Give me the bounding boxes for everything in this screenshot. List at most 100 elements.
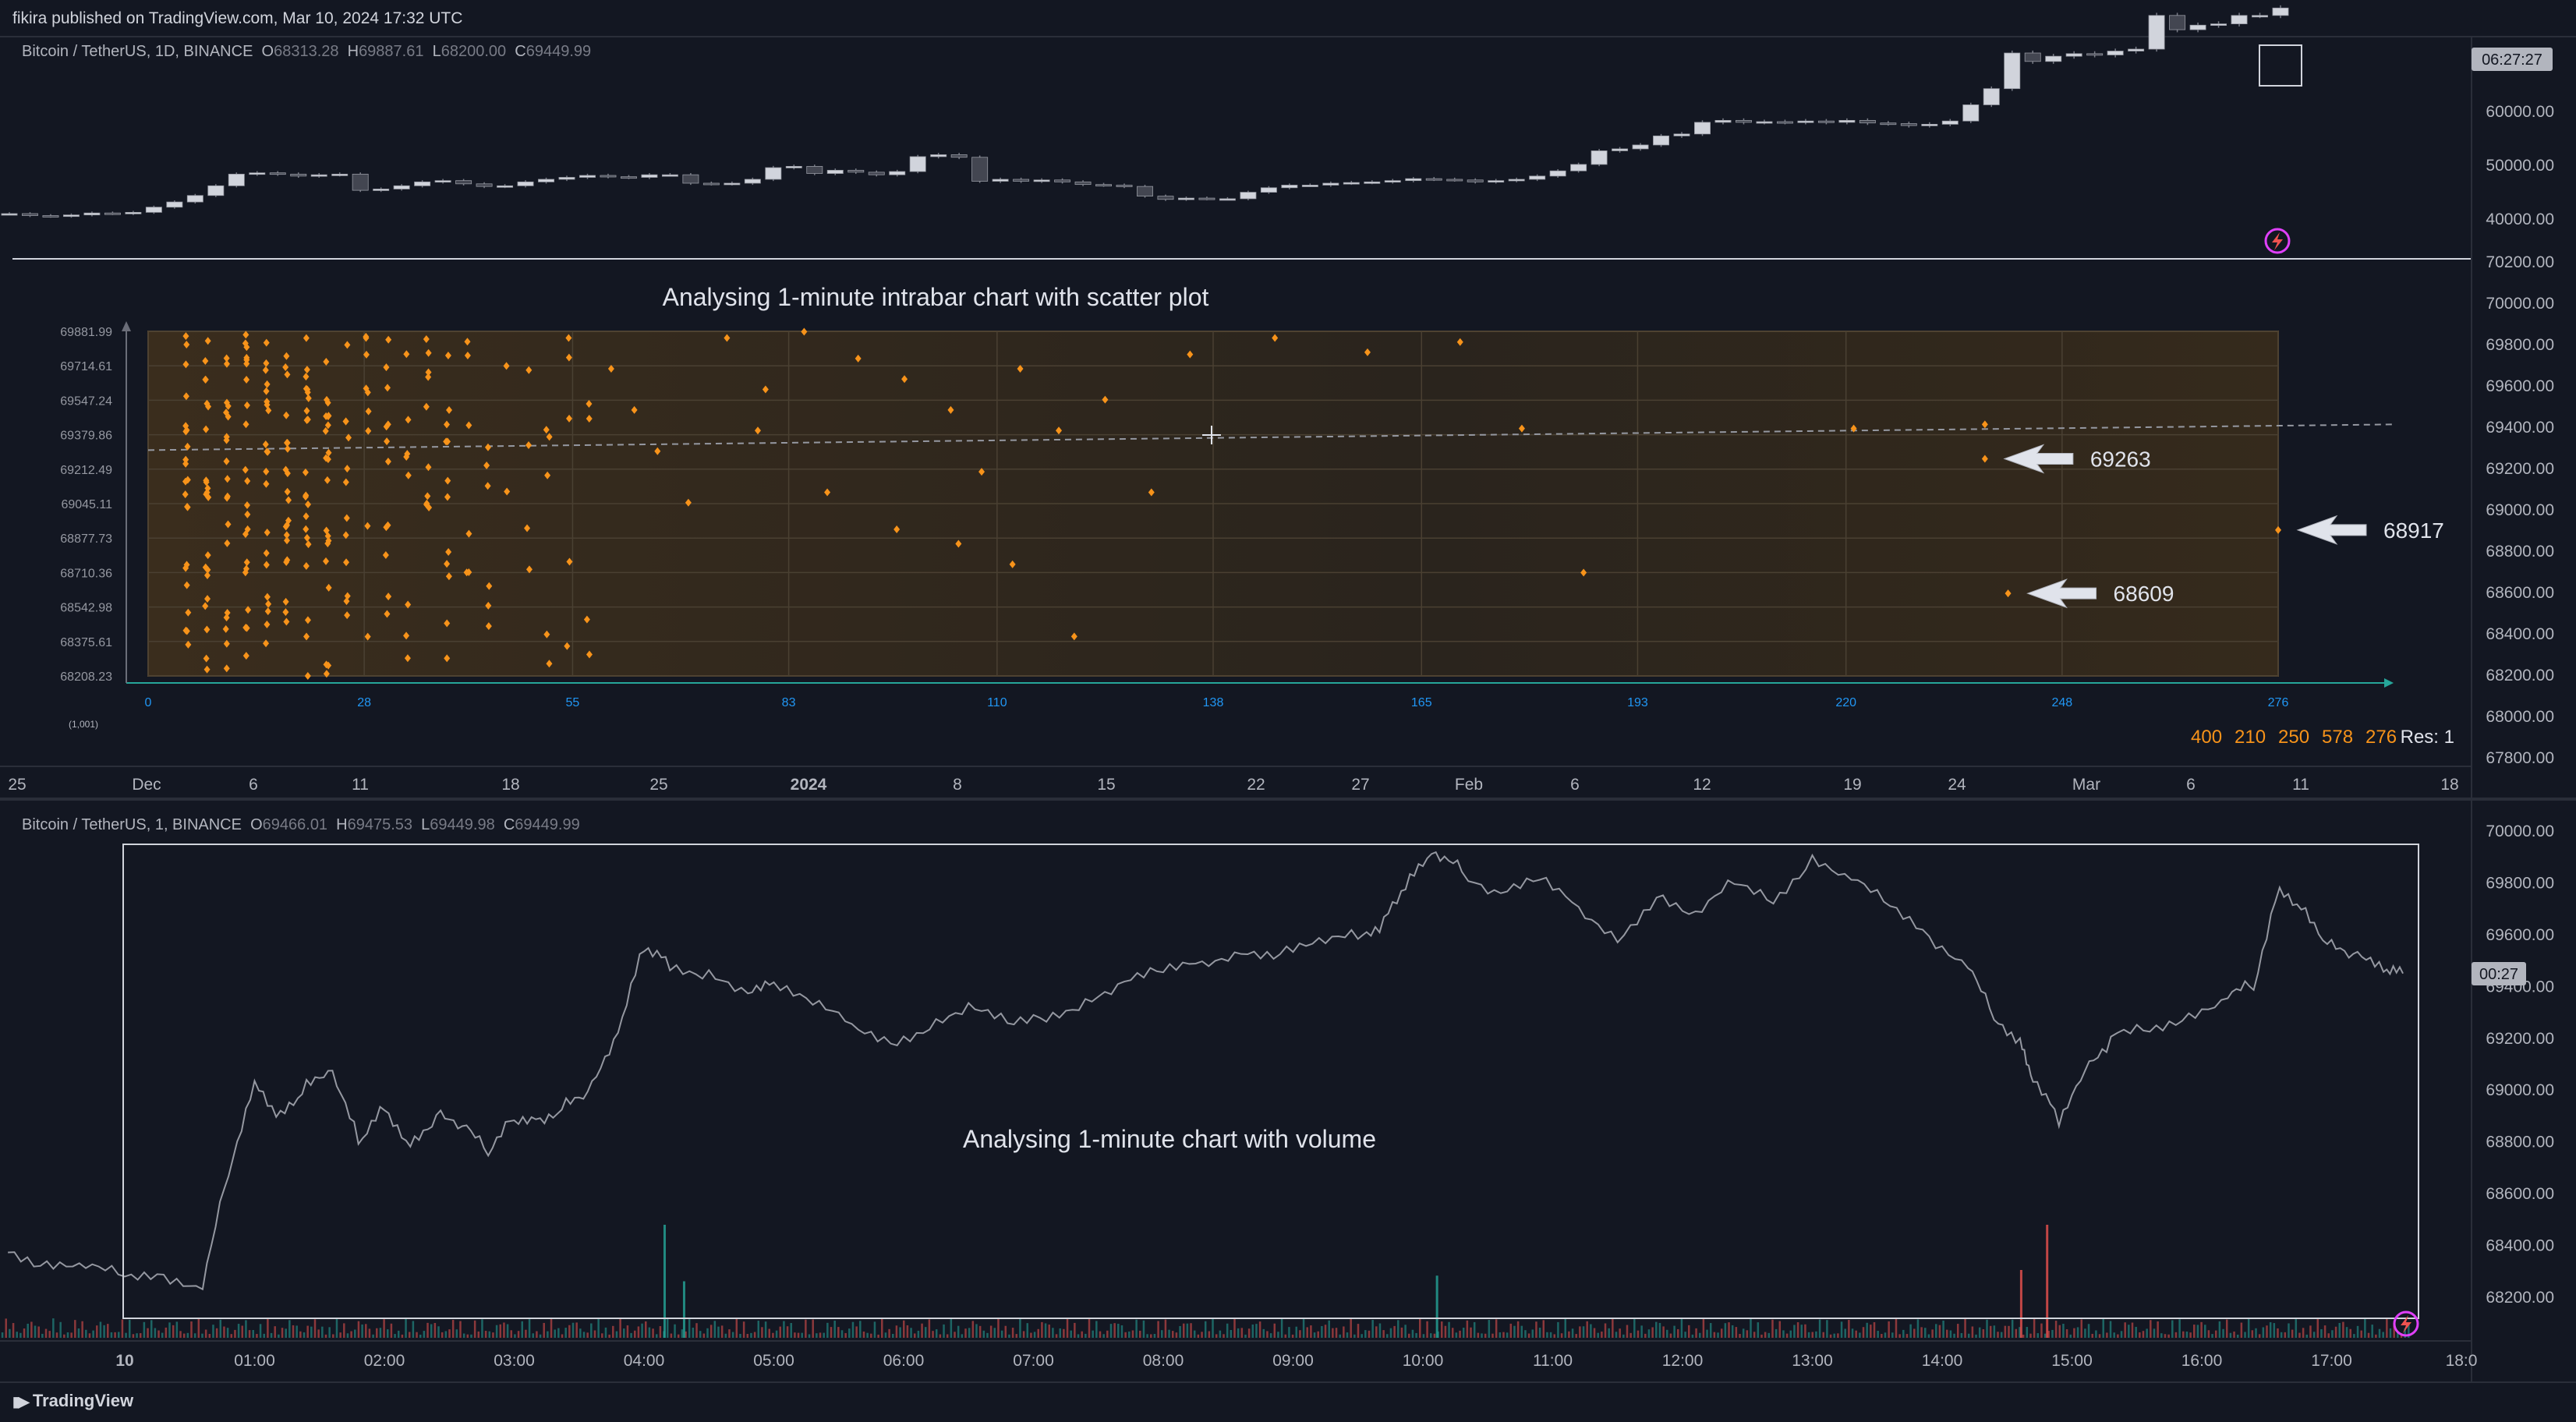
- daily-time-axis[interactable]: 25 Dec 6 11 18 25 2024 8 15 22 27 Feb 6 12 19 24 Mar 6 11 1…: [8, 776, 2458, 794]
- volume-bar: [739, 1333, 741, 1338]
- volume-bar: [1891, 1332, 1894, 1338]
- volume-bar: [451, 1319, 455, 1338]
- scatter-trend-line: [147, 423, 2396, 451]
- volume-bar: [182, 1333, 186, 1338]
- volume-bar: [1499, 1332, 1502, 1338]
- minute-time-tick-label: 16:00: [2181, 1352, 2223, 1370]
- volume-bar: [437, 1326, 440, 1338]
- volume-bar: [1590, 1324, 1592, 1338]
- volume-bar: [1728, 1322, 1730, 1338]
- volume-bar: [1506, 1332, 1509, 1338]
- volume-bar: [55, 1332, 58, 1338]
- volume-bar: [794, 1332, 796, 1338]
- volume-bar: [1557, 1321, 1559, 1338]
- volume-bar: [506, 1324, 509, 1338]
- volume-bar: [1829, 1334, 1832, 1338]
- minute-symbol: Bitcoin / TetherUS, 1, BINANCE: [22, 816, 242, 833]
- volume-bar: [1455, 1332, 1458, 1338]
- scatter-point: [324, 398, 331, 407]
- volume-bar: [1055, 1334, 1058, 1338]
- minute-price-tick-label: 68200.00: [2486, 1289, 2554, 1307]
- volume-bar: [536, 1331, 538, 1338]
- scatter-point: [185, 608, 192, 617]
- price-tick-label: 69800.00: [2486, 336, 2554, 354]
- volume-bar: [1811, 1332, 1814, 1338]
- volume-bar: [1343, 1326, 1345, 1338]
- volume-bar: [274, 1326, 276, 1338]
- volume-bar: [462, 1333, 465, 1338]
- tradingview-logo[interactable]: ▮▶ TradingView: [12, 1391, 133, 1411]
- scatter-point: [223, 457, 230, 465]
- volume-bar: [1967, 1333, 1970, 1338]
- price-tick-label: 68000.00: [2486, 708, 2554, 726]
- scatter-point: [365, 426, 372, 435]
- lightning-icon-minute[interactable]: [2393, 1311, 2419, 1337]
- volume-bar: [1266, 1331, 1269, 1338]
- volume-bar: [433, 1322, 437, 1338]
- count-label: 250: [2278, 727, 2309, 748]
- volume-bar: [786, 1326, 789, 1338]
- volume-bar: [1760, 1334, 1763, 1338]
- volume-bar: [797, 1332, 800, 1338]
- scatter-point: [202, 357, 209, 366]
- volume-bar: [2043, 1333, 2047, 1338]
- volume-bar: [833, 1320, 836, 1338]
- volume-bar: [859, 1321, 862, 1338]
- scatter-point: [544, 471, 551, 479]
- volume-bar: [2065, 1328, 2068, 1338]
- scatter-point: [343, 558, 350, 567]
- volume-bar: [1197, 1334, 1200, 1338]
- volume-bar: [1335, 1328, 1338, 1338]
- scatter-point: [586, 399, 593, 408]
- volume-bar: [136, 1333, 138, 1338]
- volume-bar: [81, 1321, 83, 1338]
- volume-bar: [2011, 1319, 2014, 1338]
- minute-price-axis[interactable]: 70000.0069800.0069600.0069400.0069200.00…: [2486, 822, 2554, 1307]
- daily-price-axis[interactable]: 70200.00 70000.00 69800.00 69600.00 69400.00…: [2486, 103, 2554, 767]
- volume-bar: [2316, 1318, 2319, 1338]
- lightning-icon[interactable]: [2264, 228, 2291, 254]
- volume-bar: [1201, 1332, 1203, 1338]
- daily-legend: Bitcoin / TetherUS, 1D, BINANCE O68313.2…: [22, 43, 592, 60]
- candle-body: [166, 201, 183, 208]
- volume-bar: [1255, 1324, 1258, 1338]
- volume-bar: [2356, 1325, 2359, 1338]
- volume-bar: [263, 1333, 265, 1338]
- candle-body: [1736, 119, 1752, 123]
- volume-bar: [1037, 1328, 1039, 1338]
- minute-time-tick-label: 13:00: [1792, 1352, 1833, 1370]
- volume-bar: [1251, 1324, 1254, 1338]
- volume-bar: [2345, 1327, 2348, 1338]
- scatter-point: [423, 335, 430, 344]
- volume-bar: [2312, 1332, 2316, 1338]
- volume-bar: [2015, 1328, 2018, 1338]
- scatter-grid: [147, 331, 2279, 677]
- volume-bar: [1942, 1320, 1944, 1338]
- scatter-point: [303, 334, 310, 342]
- price-tick-label: 69400.00: [2486, 419, 2554, 437]
- candle-body: [1446, 179, 1463, 182]
- volume-bar: [1637, 1330, 1640, 1338]
- volume-bar: [2408, 1324, 2410, 1338]
- volume-bar: [267, 1318, 269, 1338]
- scatter-point: [446, 406, 453, 415]
- scatter-point: [445, 572, 452, 581]
- volume-bar: [2273, 1323, 2276, 1338]
- volume-bar: [1757, 1322, 1760, 1338]
- scatter-point: [485, 622, 492, 631]
- scatter-point: [586, 415, 593, 423]
- volume-bar: [386, 1329, 389, 1338]
- candle-body: [1797, 120, 1814, 123]
- volume-bar: [982, 1330, 985, 1338]
- minute-time-axis[interactable]: 10 01:00 02:00 03:00 04:00 05:00 06:00 07:00 08:…: [115, 1352, 2477, 1370]
- time-tick-label: 22: [1247, 776, 1265, 794]
- volume-bar: [226, 1328, 229, 1338]
- scatter-point: [203, 665, 211, 674]
- scatter-point: [425, 348, 432, 357]
- volume-bar: [197, 1318, 200, 1338]
- volume-bar: [1378, 1323, 1382, 1338]
- candle-body: [2045, 55, 2062, 62]
- scatter-point: [463, 568, 470, 577]
- volume-bar: [1782, 1330, 1785, 1338]
